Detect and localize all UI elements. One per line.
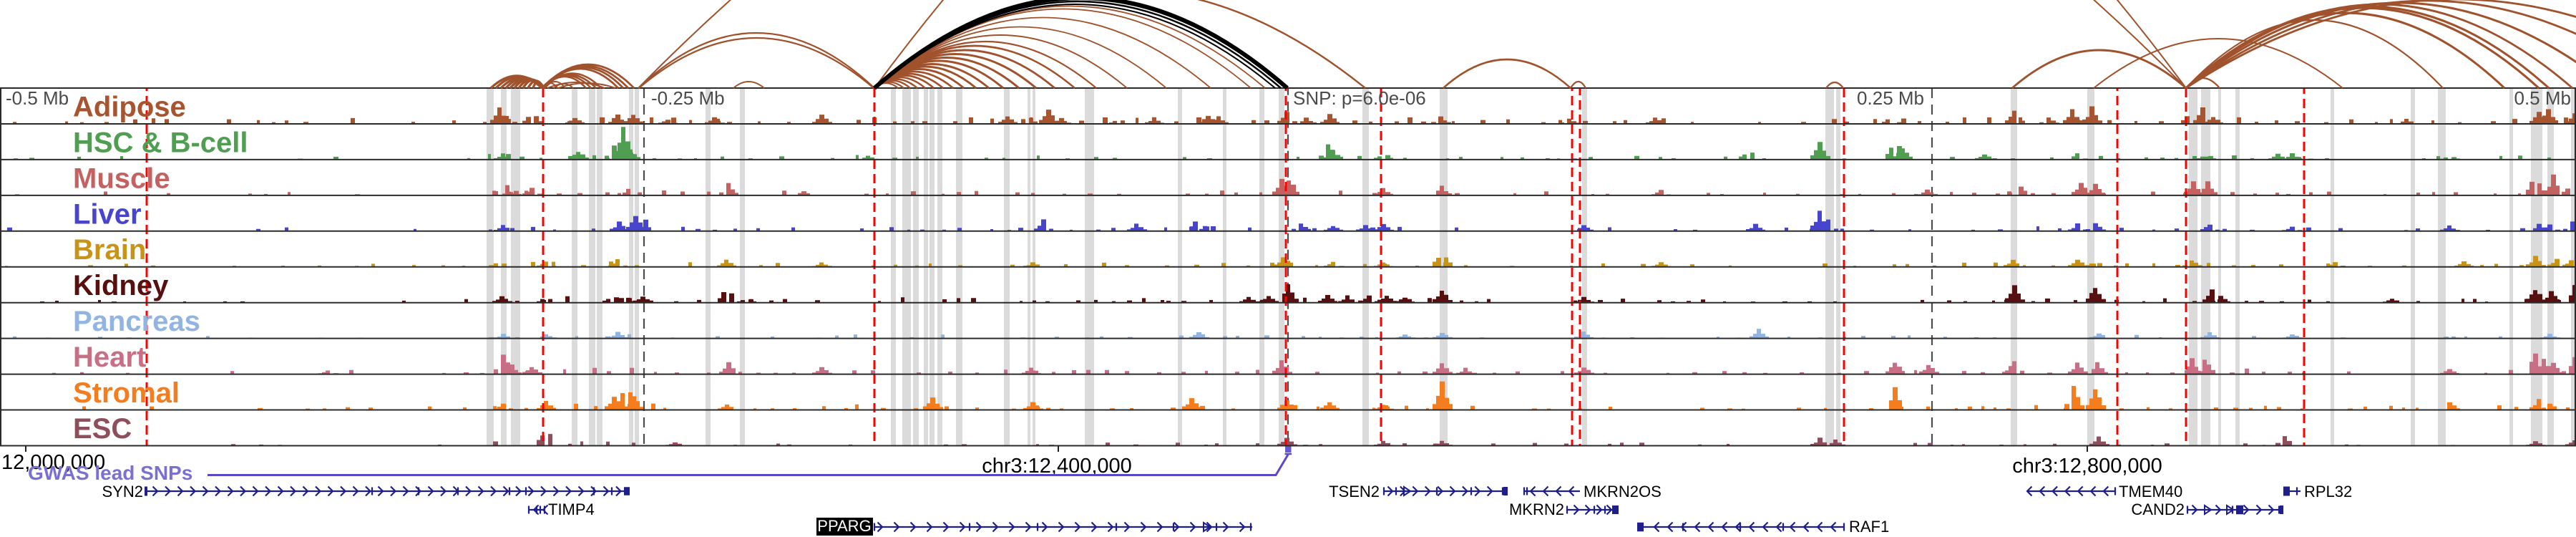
svg-text:0.5 Mb: 0.5 Mb	[2514, 87, 2572, 109]
svg-text:chr3:12,800,000: chr3:12,800,000	[2012, 455, 2162, 478]
svg-text:12,000,000: 12,000,000	[1, 451, 105, 474]
svg-text:CAND2: CAND2	[2131, 500, 2185, 518]
svg-text:MKRN2OS: MKRN2OS	[1584, 483, 1662, 500]
svg-text:SYN2: SYN2	[102, 483, 143, 500]
svg-text:Liver: Liver	[73, 198, 142, 230]
svg-text:Brain: Brain	[73, 234, 146, 266]
svg-text:0.25 Mb: 0.25 Mb	[1857, 87, 1924, 109]
svg-text:-0.5 Mb: -0.5 Mb	[6, 87, 69, 109]
svg-text:Adipose: Adipose	[73, 91, 186, 122]
svg-text:RAF1: RAF1	[1849, 518, 1889, 536]
svg-text:-0.25 Mb: -0.25 Mb	[651, 87, 725, 109]
svg-text:SNP: p=6.0e-06: SNP: p=6.0e-06	[1293, 87, 1426, 109]
svg-text:Stromal: Stromal	[73, 377, 180, 409]
svg-text:TSEN2: TSEN2	[1329, 483, 1380, 500]
svg-text:RPL32: RPL32	[2304, 483, 2352, 500]
svg-text:chr3:12,400,000: chr3:12,400,000	[982, 455, 1132, 478]
svg-text:Heart: Heart	[73, 342, 146, 373]
svg-text:Kidney: Kidney	[73, 270, 169, 301]
svg-text:ESC: ESC	[73, 413, 132, 445]
svg-text:MKRN2: MKRN2	[1509, 500, 1564, 518]
svg-text:Pancreas: Pancreas	[73, 306, 200, 337]
svg-text:Muscle: Muscle	[73, 163, 170, 194]
svg-text:GWAS lead SNPs: GWAS lead SNPs	[28, 462, 192, 484]
svg-text:HSC & B-cell: HSC & B-cell	[73, 127, 248, 158]
svg-text:PPARG: PPARG	[817, 517, 871, 535]
svg-text:TIMP4: TIMP4	[548, 500, 595, 518]
svg-text:TMEM40: TMEM40	[2119, 483, 2182, 500]
